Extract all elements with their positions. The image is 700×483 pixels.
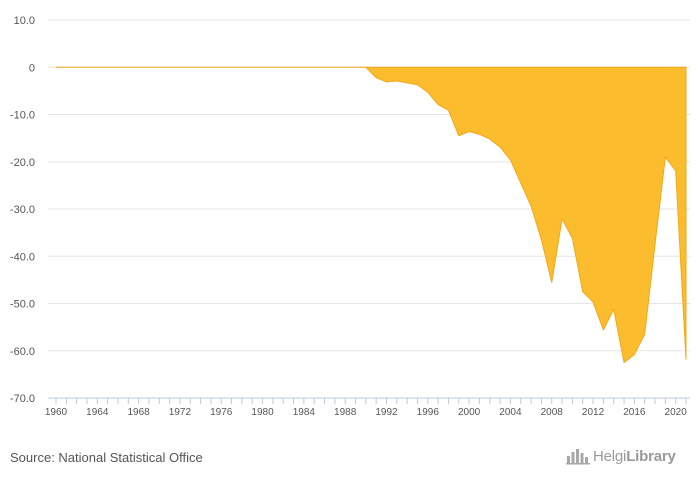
area-series [55, 66, 687, 364]
x-tick-label: 1960 [45, 407, 68, 418]
x-tick-label: 1980 [251, 407, 274, 418]
area-chart: 1960 1964 1968 1972 1976 1980 1984 1988 1992 1996… [10, 15, 690, 418]
y-tick-label: -10.0 [10, 110, 35, 122]
x-tick-label: 2008 [541, 407, 564, 418]
x-tick-label: 1972 [169, 407, 192, 418]
area-fill [55, 66, 687, 364]
y-tick-label: 10.0 [14, 15, 35, 27]
y-tick-label: -30.0 [10, 204, 35, 216]
x-tick-label: 2020 [665, 407, 688, 418]
x-tick-label: 2004 [499, 407, 522, 418]
y-tick-label: -50.0 [10, 299, 35, 311]
y-axis: 10.0 0 -10.0 -20.0 -30.0 -40.0 -50.0 -60.0 -70.0 [10, 15, 35, 405]
x-tick-label: 1996 [417, 407, 440, 418]
x-tick-label: 2000 [458, 407, 481, 418]
y-tick-label: -70.0 [10, 393, 35, 405]
y-tick-label: 0 [29, 62, 35, 74]
y-tick-label: -20.0 [10, 157, 35, 169]
x-axis: 1960 1964 1968 1972 1976 1980 1984 1988 1992 1996… [45, 397, 690, 418]
x-tick-label: 1976 [210, 407, 233, 418]
x-tick-label: 1968 [127, 407, 150, 418]
bar-chart-logo-icon [566, 449, 590, 465]
x-tick-label: 2012 [582, 407, 605, 418]
brand-name: HelgiLibrary [593, 448, 676, 465]
y-tick-label: -40.0 [10, 251, 35, 263]
brand-logo: HelgiLibrary [566, 447, 676, 465]
source-note: Source: National Statistical Office [10, 450, 203, 465]
x-tick-label: 1988 [334, 407, 357, 418]
brand-name-bold: Library [626, 447, 676, 465]
y-tick-label: -60.0 [10, 346, 35, 358]
x-tick-label: 1992 [375, 407, 398, 418]
x-tick-label: 1984 [293, 407, 316, 418]
x-tick-label: 2016 [623, 407, 646, 418]
x-tick-label: 1964 [86, 407, 109, 418]
brand-name-thin: Helgi [593, 447, 627, 465]
